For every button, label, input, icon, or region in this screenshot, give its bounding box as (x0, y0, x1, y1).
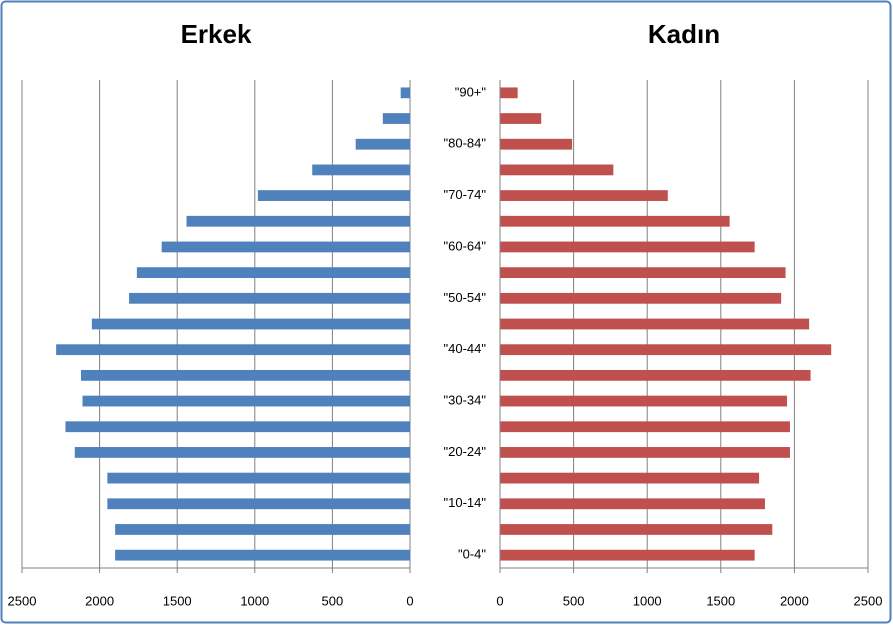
bar (257, 190, 410, 201)
y-tick-label: "70-74" (444, 187, 487, 202)
bar (500, 421, 790, 433)
y-tick-label: "40-44" (444, 341, 487, 356)
y-tick-label: "0-4" (458, 547, 486, 562)
bar (500, 87, 518, 99)
y-tick-label: "30-34" (444, 392, 487, 407)
chart-title: Erkek (181, 19, 252, 49)
y-tick-label: "90+" (455, 84, 487, 99)
bar (500, 292, 782, 304)
bar (500, 138, 573, 150)
bar (500, 344, 832, 356)
x-tick-label: 2500 (8, 593, 37, 608)
bar (115, 549, 411, 561)
bar (500, 190, 668, 201)
bar (115, 524, 411, 535)
bar (500, 524, 773, 535)
bar (500, 267, 786, 279)
bar (107, 472, 411, 484)
bar (56, 344, 410, 356)
x-tick-label: 1500 (163, 593, 192, 608)
bar (500, 447, 790, 458)
x-tick-label: 1000 (633, 593, 662, 608)
y-tick-label: "10-14" (444, 495, 487, 510)
bar (500, 395, 788, 407)
y-tick-label: "80-84" (444, 136, 487, 151)
bar (129, 292, 410, 304)
x-tick-label: 0 (406, 593, 413, 608)
x-tick-label: 2500 (854, 593, 883, 608)
x-tick-label: 2000 (780, 593, 809, 608)
x-tick-label: 500 (563, 593, 585, 608)
bar (500, 241, 755, 253)
x-tick-label: 1000 (240, 593, 269, 608)
x-tick-label: 500 (322, 593, 344, 608)
bar (80, 369, 410, 381)
bar (382, 113, 410, 124)
bar (65, 421, 411, 433)
bar (500, 113, 542, 124)
bar (186, 215, 410, 227)
bar (500, 369, 811, 381)
bar (107, 498, 411, 510)
bar (500, 498, 765, 510)
bar (500, 164, 614, 176)
y-tick-label: "50-54" (444, 290, 487, 305)
bar (312, 164, 410, 176)
bar (82, 395, 410, 407)
x-tick-label: 0 (496, 593, 503, 608)
bar (91, 318, 410, 330)
bar (500, 215, 730, 227)
bar (500, 318, 810, 330)
x-tick-label: 1500 (706, 593, 735, 608)
chart-title: Kadın (648, 19, 720, 49)
x-tick-label: 2000 (85, 593, 114, 608)
bar (500, 472, 760, 484)
bar (355, 138, 410, 150)
y-tick-label: "60-64" (444, 238, 487, 253)
bar (161, 241, 410, 253)
y-tick-label: "20-24" (444, 444, 487, 459)
bar (500, 549, 755, 561)
bar (136, 267, 410, 279)
bar (74, 447, 410, 458)
bar (400, 87, 410, 99)
